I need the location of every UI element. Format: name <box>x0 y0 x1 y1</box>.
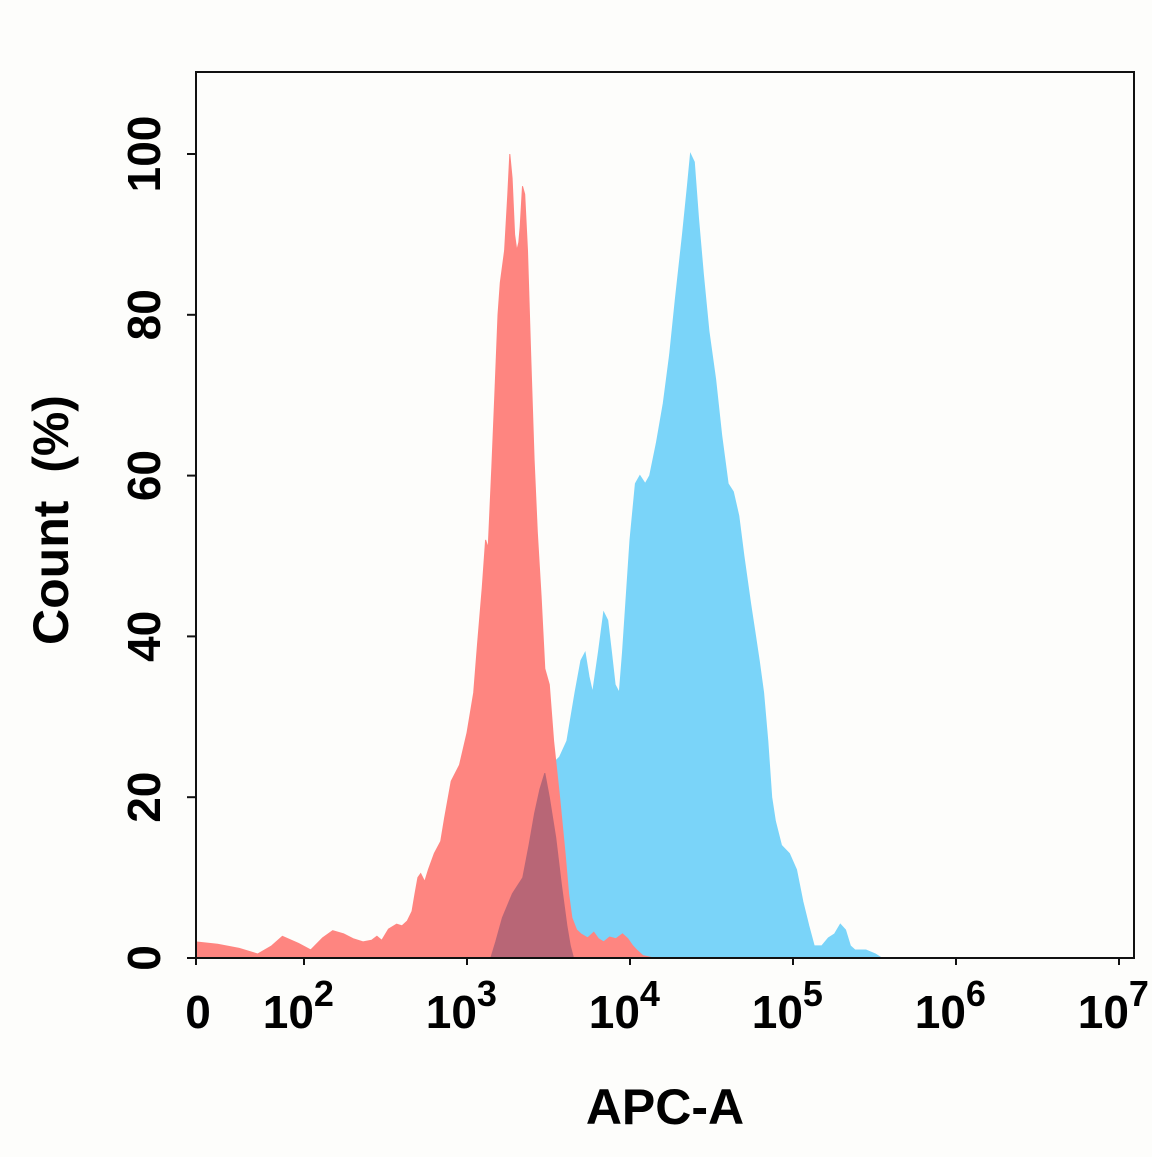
x-tick-label: 106 <box>915 973 986 1038</box>
plot-frame <box>195 71 1135 959</box>
y-tick-label: 100 <box>118 116 170 193</box>
x-tick-label: 105 <box>752 973 823 1038</box>
y-tick-label: 60 <box>118 450 170 501</box>
histogram-area-2 <box>490 772 575 959</box>
histogram-area-1 <box>195 153 654 959</box>
y-axis: 0 20 40 60 80 100 <box>118 116 196 971</box>
y-tick-label: 40 <box>118 611 170 662</box>
x-tick-label: 104 <box>589 973 660 1038</box>
y-tick-label: 20 <box>118 772 170 823</box>
x-axis: 0 102 103 104 105 106 107 <box>185 958 1149 1038</box>
y-tick-label: 0 <box>118 945 170 971</box>
histogram-area-0 <box>490 152 884 959</box>
x-axis-title: APC-A <box>586 1079 744 1135</box>
y-tick-label: 80 <box>118 289 170 340</box>
x-tick-label: 0 <box>185 986 211 1038</box>
y-axis-title: Count (%) <box>23 395 79 645</box>
x-tick-label: 107 <box>1078 973 1149 1038</box>
x-tick-label: 102 <box>263 973 334 1038</box>
x-tick-label: 103 <box>426 973 497 1038</box>
series-layer <box>195 152 884 959</box>
